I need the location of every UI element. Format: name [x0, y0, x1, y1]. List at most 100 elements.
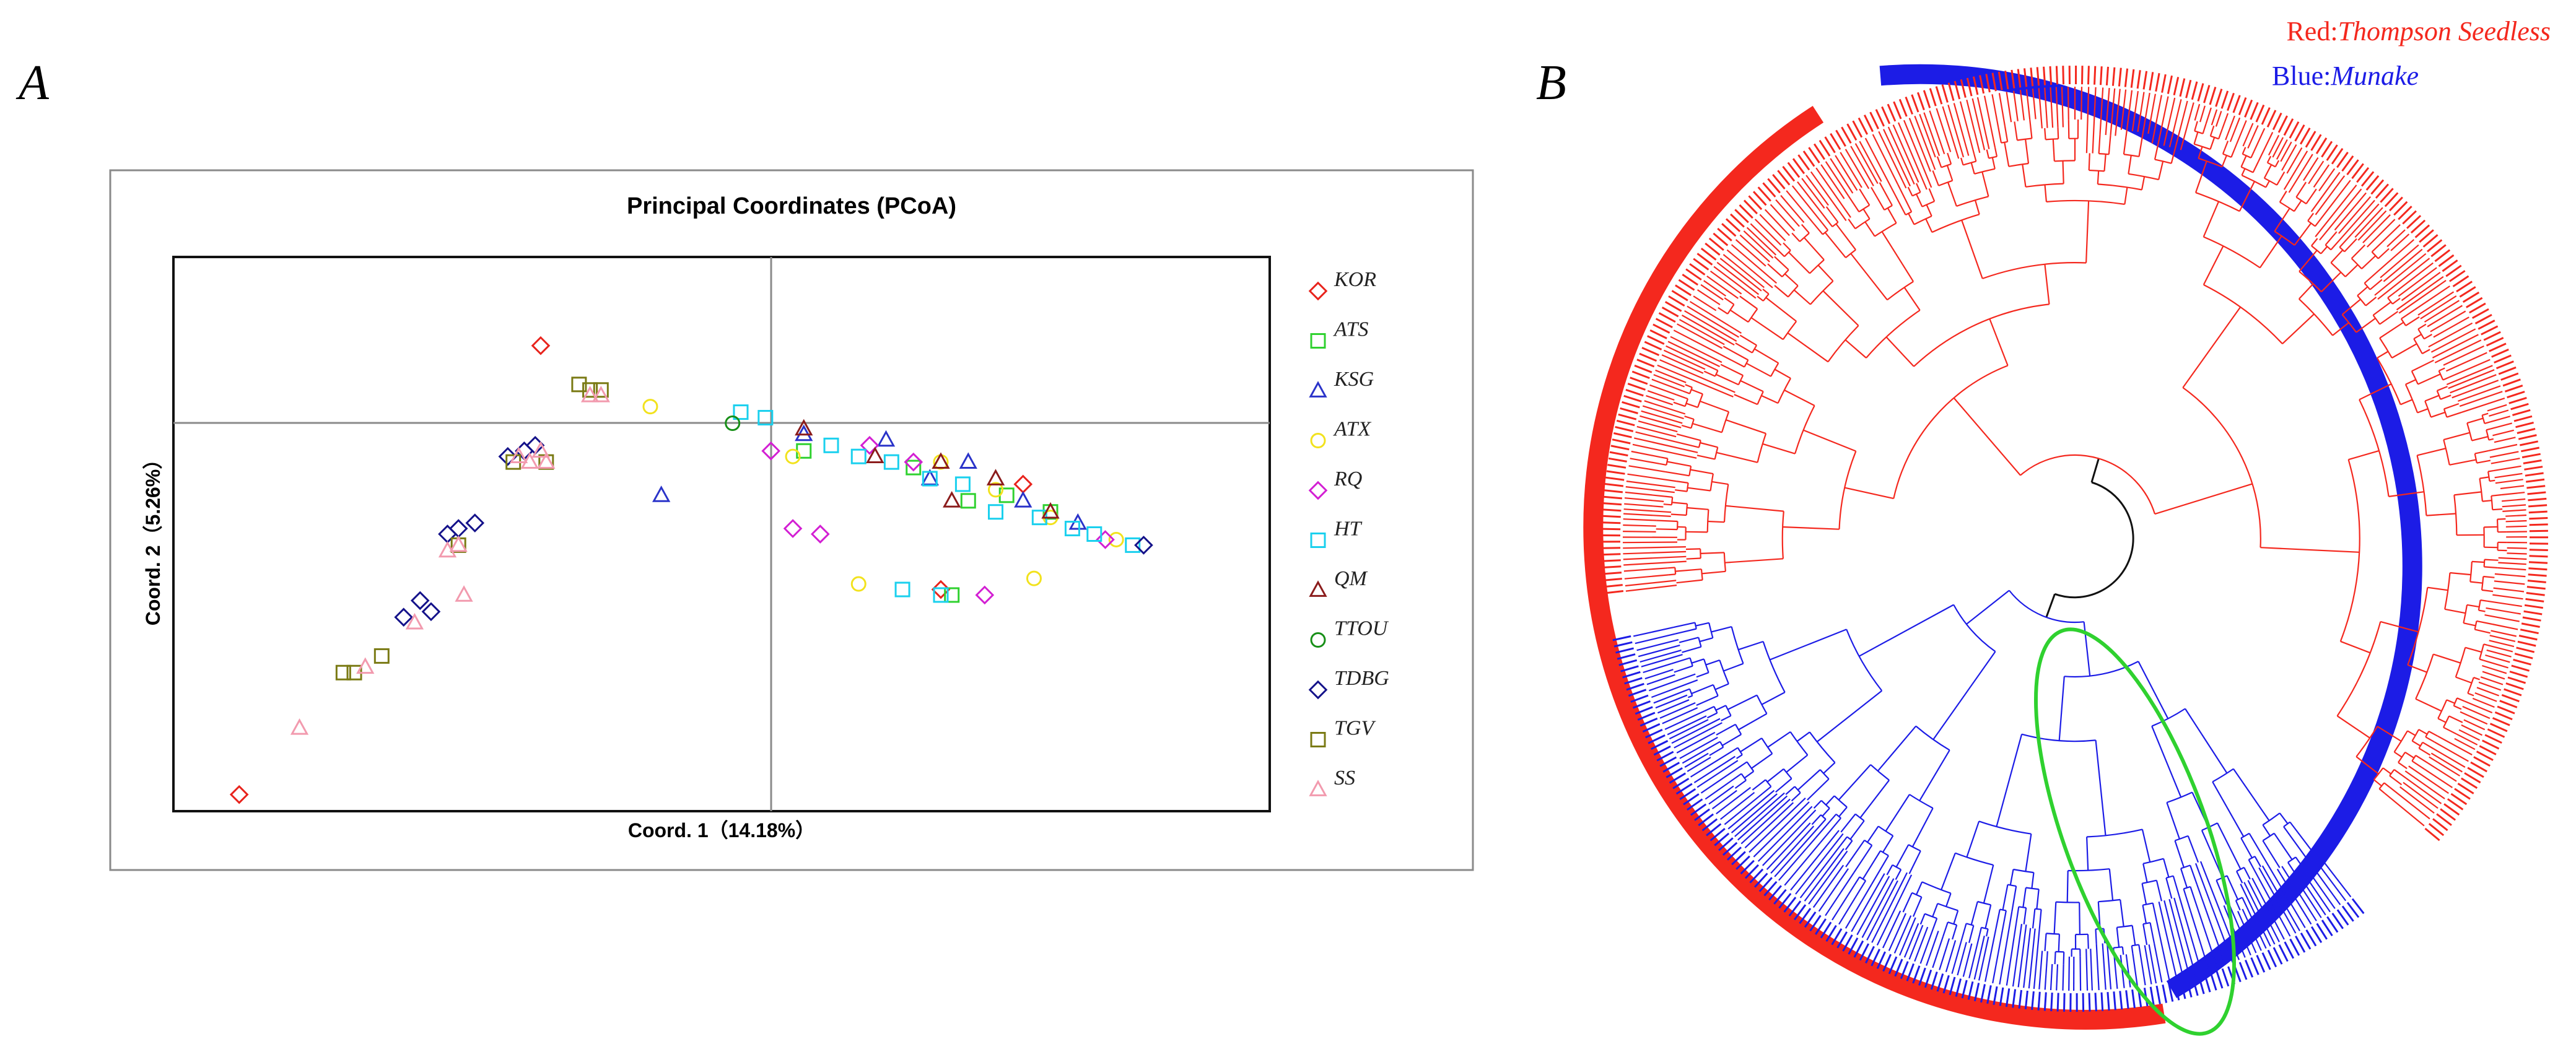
dendrogram-branch [2443, 377, 2449, 380]
dendrogram-branch [1734, 394, 1758, 404]
dendrogram-branch [1683, 391, 1690, 394]
dendrogram-branch [2417, 448, 2446, 455]
dendrogram-leaf-branch [2086, 949, 2087, 990]
dendrogram-leaf-label-red [2518, 435, 2536, 440]
dendrogram-leaf-label-red [2528, 505, 2547, 507]
dendrogram-branch [1724, 298, 1734, 305]
dendrogram-branch [1766, 298, 1796, 321]
dendrogram-branch [2025, 834, 2031, 872]
dendrogram-leaf-branch [1646, 396, 1673, 405]
dendrogram-branch [2312, 238, 2318, 246]
dendrogram-branch [1688, 488, 1711, 491]
dendrogram-branch [1933, 171, 1939, 186]
dendrogram-node-arc [1908, 845, 1921, 851]
dendrogram-leaf-branch [2499, 558, 2527, 559]
dendrogram-leaf-branch [2421, 296, 2456, 319]
dendrogram-branch [2374, 780, 2382, 786]
dendrogram-leaf-label-red [2501, 373, 2518, 380]
dendrogram-branch [2482, 590, 2493, 591]
dendrogram-branch [1721, 716, 1731, 721]
dendrogram-leaf-label-red [2492, 349, 2509, 357]
dendrogram-leaf-label-red [1607, 471, 1625, 474]
dendrogram-leaf-label-red [2528, 575, 2547, 576]
dendrogram-branch [2468, 694, 2474, 696]
dendrogram-leaf-label-red [1632, 372, 1649, 378]
dendrogram-node-arc [2204, 285, 2282, 344]
dendrogram-branch [1784, 390, 1815, 406]
dendrogram-leaf-label-red [2526, 599, 2544, 601]
dendrogram-leaf-branch [1832, 885, 1854, 920]
dendrogram-branch [2142, 829, 2150, 862]
dendrogram-branch [1685, 385, 1692, 387]
dendrogram-node-arc [1689, 466, 1691, 476]
dendrogram-branch [2418, 374, 2440, 384]
dendrogram-branch [2132, 946, 2133, 954]
dendrogram-leaf-branch [1973, 98, 1984, 150]
dendrogram-node-arc [1758, 433, 1766, 463]
dendrogram-branch [2264, 165, 2271, 178]
dendrogram-leaf-label-red [1628, 384, 1645, 390]
dendrogram-branch [1737, 755, 1742, 759]
dendrogram-leaf-branch [2299, 884, 2321, 918]
dendrogram-branch [1666, 472, 1690, 476]
dendrogram-leaf-label-red [2502, 695, 2519, 701]
dendrogram-node-arc [1763, 642, 1785, 692]
dendrogram-leaf-label-red [2520, 442, 2538, 445]
dendrogram-leaf-label-red [1615, 427, 1633, 431]
dendrogram-branch [2117, 928, 2119, 947]
dendrogram-leaf-branch [1915, 927, 1928, 962]
dendrogram-leaf-branch [2403, 783, 2438, 809]
dendrogram-leaf-branch [1740, 235, 1770, 261]
dendrogram-branch [2250, 833, 2261, 853]
dendrogram-leaf-label-red [2506, 684, 2523, 690]
dendrogram-branch [1739, 714, 1767, 730]
dendrogram-branch [2338, 716, 2370, 738]
dendrogram-branch [1984, 865, 1993, 903]
dendrogram-leaf-label-red [1612, 440, 1630, 443]
dendrogram-leaf-branch [1668, 342, 1719, 367]
dendrogram-node-arc [1975, 169, 1995, 174]
dendrogram-leaf-label-red [2512, 666, 2530, 671]
dendrogram-branch [1696, 696, 1718, 705]
dendrogram-node-arc [1820, 770, 1829, 779]
dendrogram-leaf-branch [2492, 595, 2523, 599]
dendrogram-branch [2150, 923, 2155, 944]
dendrogram-leaf-label-red [2156, 73, 2159, 92]
dendrogram-branch [2105, 154, 2106, 172]
legend-blue-prefix: Blue: [2272, 61, 2331, 91]
dendrogram-branch [2233, 769, 2269, 821]
dendrogram-leaf-branch [2289, 154, 2313, 193]
dendrogram-branch [1952, 925, 1957, 939]
dendrogram-node-arc [1757, 695, 1767, 714]
dendrogram-leaf-branch [2307, 879, 2330, 912]
dendrogram-branch [2290, 822, 2313, 853]
dendrogram-leaf-label-red [2485, 735, 2502, 743]
dendrogram-branch [1860, 780, 1889, 818]
dendrogram-leaf-label-red [2216, 89, 2222, 107]
dendrogram-branch [1962, 923, 1967, 941]
dendrogram-branch [1848, 219, 1855, 229]
dendrogram-branch [1859, 189, 1869, 205]
dendrogram-leaf-branch [2486, 608, 2521, 614]
dendrogram-node-arc [2412, 371, 2418, 384]
dendrogram-leaf-branch [2287, 148, 2302, 173]
dendrogram-leaf-label-blue [2211, 973, 2216, 991]
dendrogram-node-arc [2014, 869, 2034, 872]
dendrogram-branch [1751, 318, 1783, 339]
dendrogram-leaf-branch [1629, 466, 1666, 472]
dendrogram-node-arc [2008, 885, 2017, 887]
dendrogram-leaf-branch [2491, 416, 2510, 422]
dendrogram-leaf-label-red [2528, 581, 2546, 583]
dendrogram-branch [1701, 552, 1724, 554]
dendrogram-branch [1716, 375, 1739, 385]
dendrogram-branch [2280, 191, 2287, 202]
dendrogram-leaf-label-red [2245, 100, 2252, 117]
dendrogram-branch [2477, 621, 2492, 624]
dendrogram-leaf-branch [2424, 769, 2452, 788]
dendrogram-leaf-branch [2284, 151, 2307, 189]
dendrogram-branch [1865, 222, 1875, 236]
dendrogram-branch [1785, 274, 1798, 285]
dendrogram-branch [1740, 381, 1763, 392]
dendrogram-node-arc [1709, 623, 1713, 638]
dendrogram-leaf-label-blue [2222, 968, 2229, 986]
